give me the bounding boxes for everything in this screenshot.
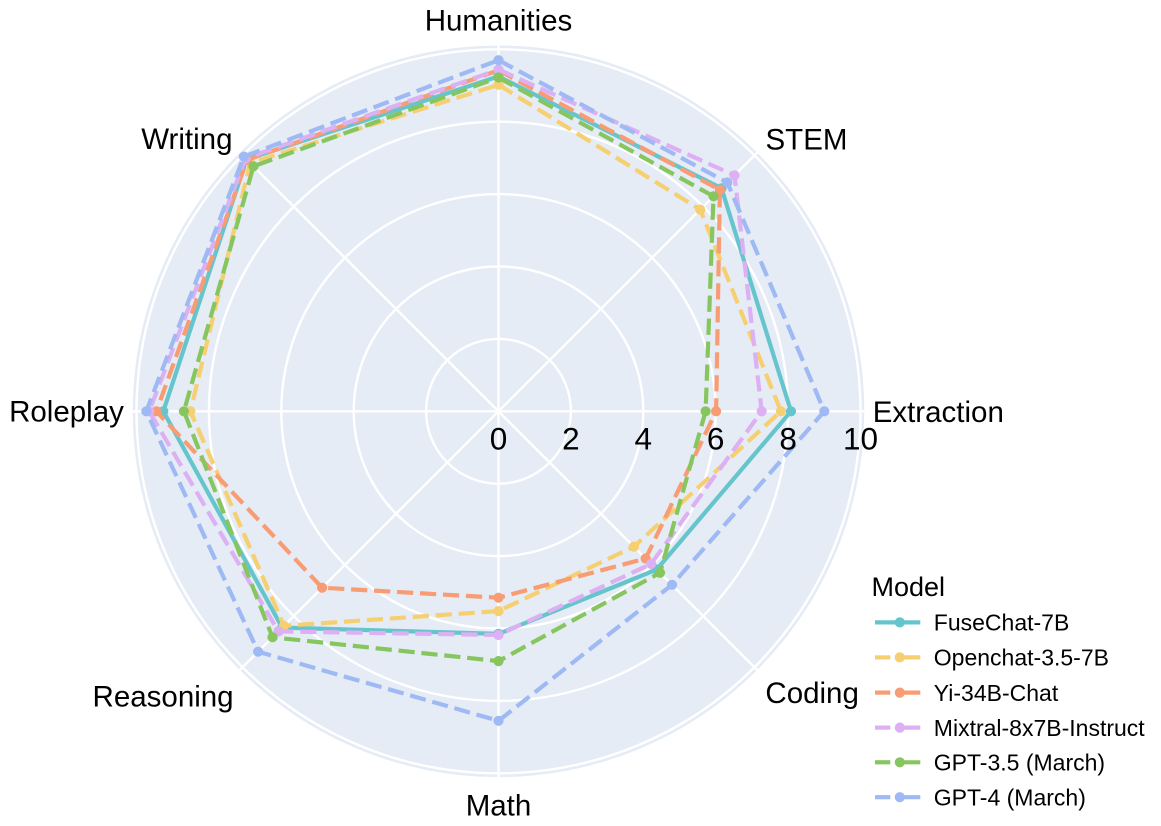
svg-text:6: 6 [707,421,725,457]
svg-text:Reasoning: Reasoning [93,680,234,713]
svg-text:GPT-4 (March): GPT-4 (March) [934,785,1086,811]
svg-text:Openchat-3.5-7B: Openchat-3.5-7B [934,645,1109,671]
svg-text:GPT-3.5 (March): GPT-3.5 (March) [934,750,1105,776]
svg-text:Extraction: Extraction [873,396,1004,429]
svg-text:Coding: Coding [765,677,858,710]
svg-text:2: 2 [562,421,580,457]
svg-text:Yi-34B-Chat: Yi-34B-Chat [934,680,1059,706]
svg-text:Humanities: Humanities [425,5,573,38]
svg-text:0: 0 [490,421,508,457]
svg-text:Mixtral-8x7B-Instruct: Mixtral-8x7B-Instruct [934,715,1145,741]
svg-text:8: 8 [779,421,797,457]
svg-text:Model: Model [872,572,946,602]
svg-text:4: 4 [635,421,653,457]
svg-text:FuseChat-7B: FuseChat-7B [934,610,1070,636]
svg-text:10: 10 [843,421,878,457]
svg-text:Math: Math [466,790,532,823]
svg-text:Roleplay: Roleplay [9,395,124,428]
svg-text:STEM: STEM [766,123,848,156]
svg-text:Writing: Writing [141,123,232,156]
